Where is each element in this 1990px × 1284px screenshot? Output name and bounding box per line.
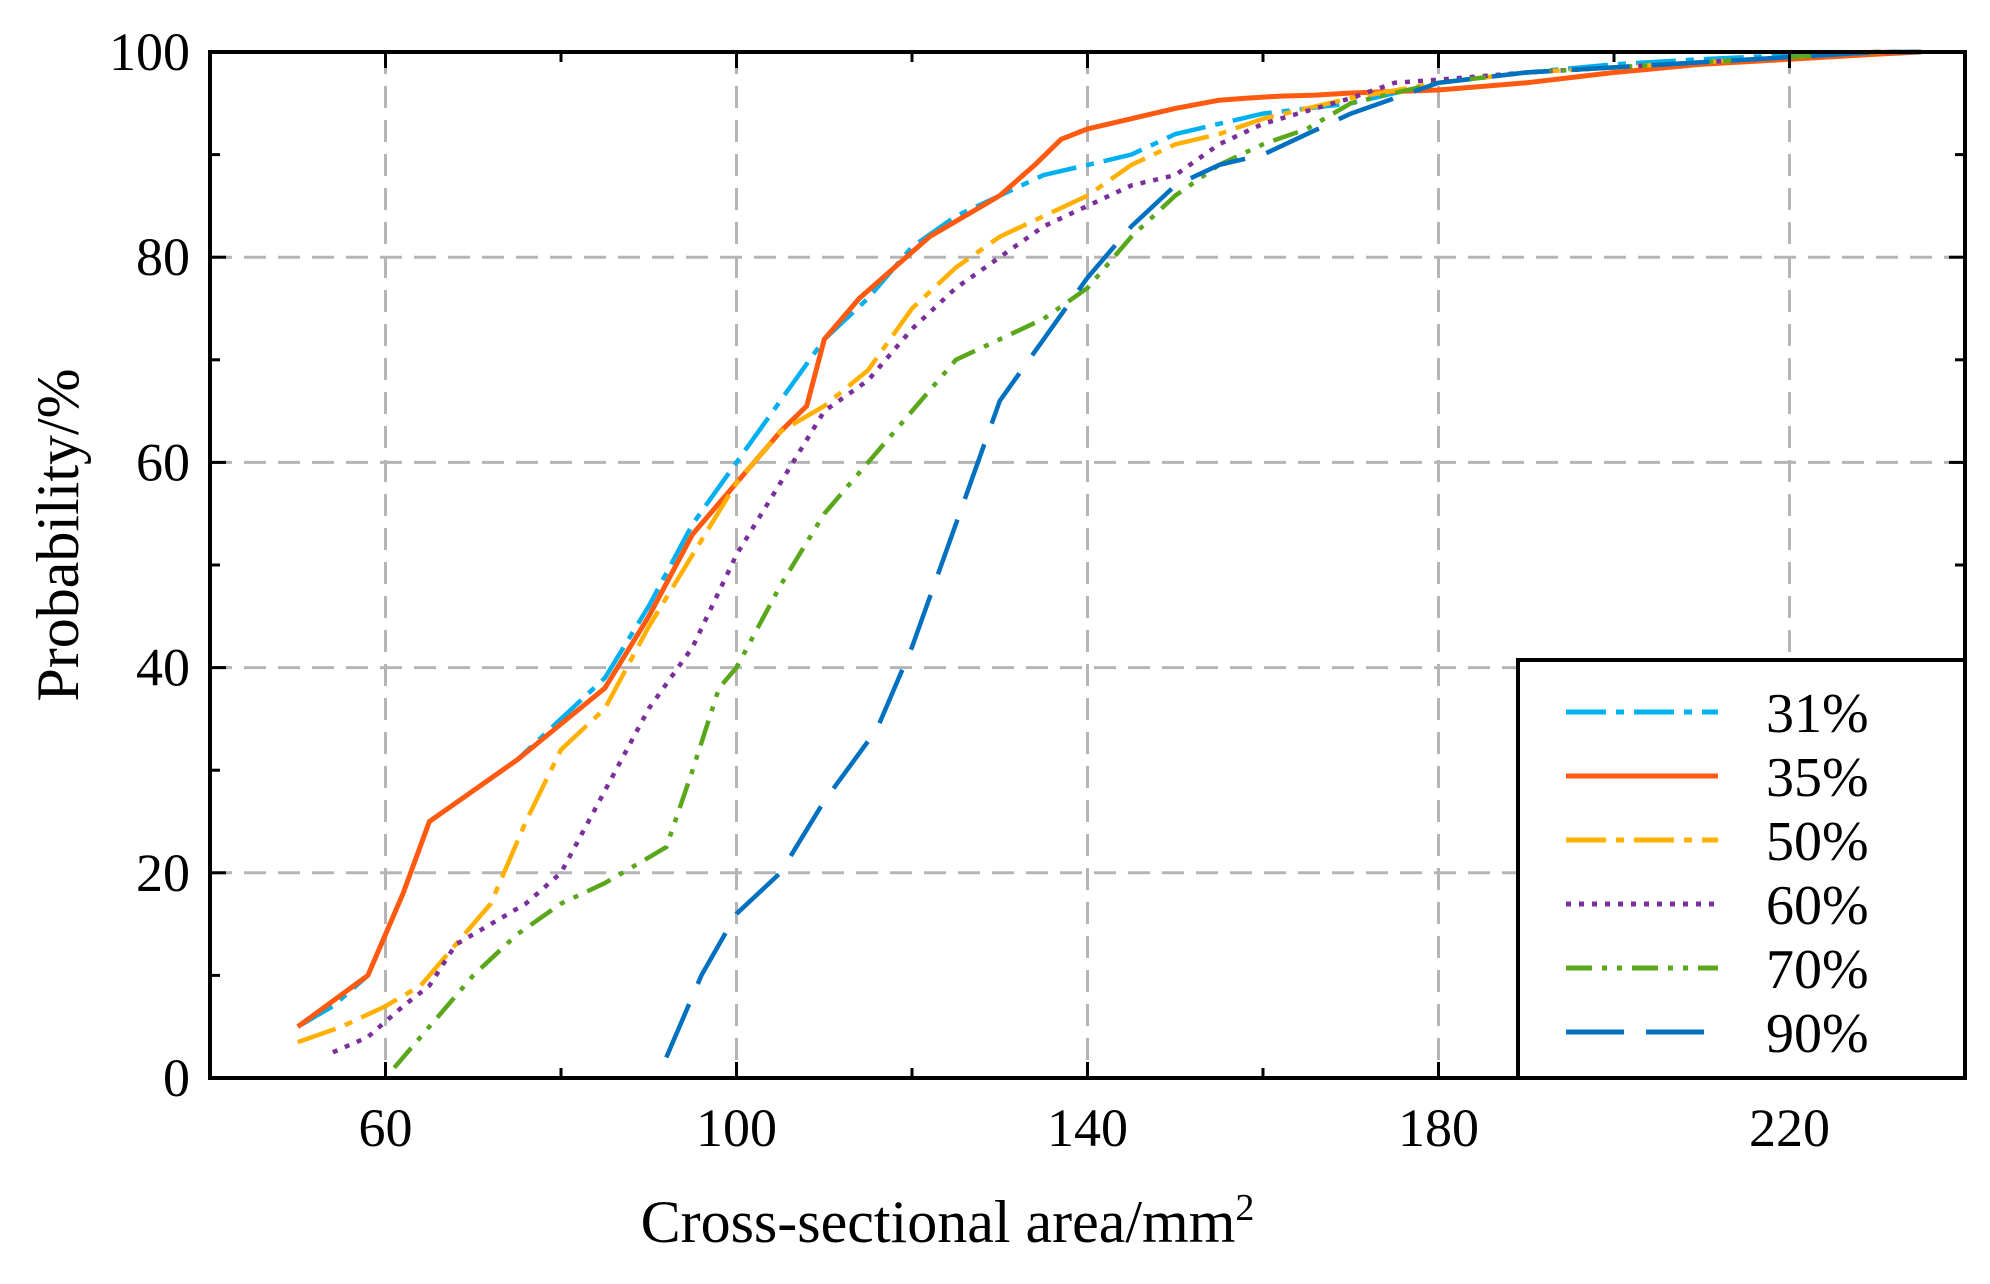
legend-item-35pct: 35% xyxy=(1566,747,1869,809)
x-axis-title-text: Cross-sectional area/mm xyxy=(641,1189,1236,1255)
y-tick-label: 40 xyxy=(136,638,190,698)
legend-label: 35% xyxy=(1766,747,1869,809)
legend-label: 90% xyxy=(1766,1003,1869,1065)
x-axis-title: Cross-sectional area/mm2 xyxy=(641,1187,1255,1255)
y-tick-label: 80 xyxy=(136,227,190,287)
legend-label: 70% xyxy=(1766,939,1869,1001)
legend-item-60pct: 60% xyxy=(1566,875,1869,937)
legend-label: 31% xyxy=(1766,683,1869,745)
x-tick-label: 60 xyxy=(359,1098,413,1158)
y-tick-label: 100 xyxy=(109,22,190,82)
series-line-35pct xyxy=(296,49,1922,1029)
y-tick-label: 20 xyxy=(136,843,190,903)
y-axis-title: Probability/% xyxy=(25,368,91,701)
legend-item-31pct: 31% xyxy=(1566,683,1869,745)
x-tick-label: 140 xyxy=(1047,1098,1128,1158)
legend: 31%35%50%60%70%90% xyxy=(1516,658,1967,1080)
legend-label: 60% xyxy=(1766,875,1869,937)
series-lines xyxy=(296,49,1922,1070)
series-line-90pct xyxy=(664,49,1922,1059)
legend-item-70pct: 70% xyxy=(1566,939,1869,1001)
legend-box xyxy=(1516,658,1967,1080)
x-tick-label: 180 xyxy=(1398,1098,1479,1158)
legend-items: 31%35%50%60%70%90% xyxy=(1566,683,1869,1065)
x-axis-title-superscript: 2 xyxy=(1235,1187,1254,1229)
legend-item-90pct: 90% xyxy=(1566,1003,1869,1065)
tick-labels: 60 100 140 180 220 0 20 40 60 80 100 xyxy=(109,22,1830,1158)
y-tick-label: 0 xyxy=(163,1048,190,1108)
x-tick-label: 100 xyxy=(696,1098,777,1158)
legend-label: 50% xyxy=(1766,811,1869,873)
x-tick-label: 220 xyxy=(1749,1098,1830,1158)
legend-item-50pct: 50% xyxy=(1566,811,1869,873)
y-tick-label: 60 xyxy=(136,432,190,492)
